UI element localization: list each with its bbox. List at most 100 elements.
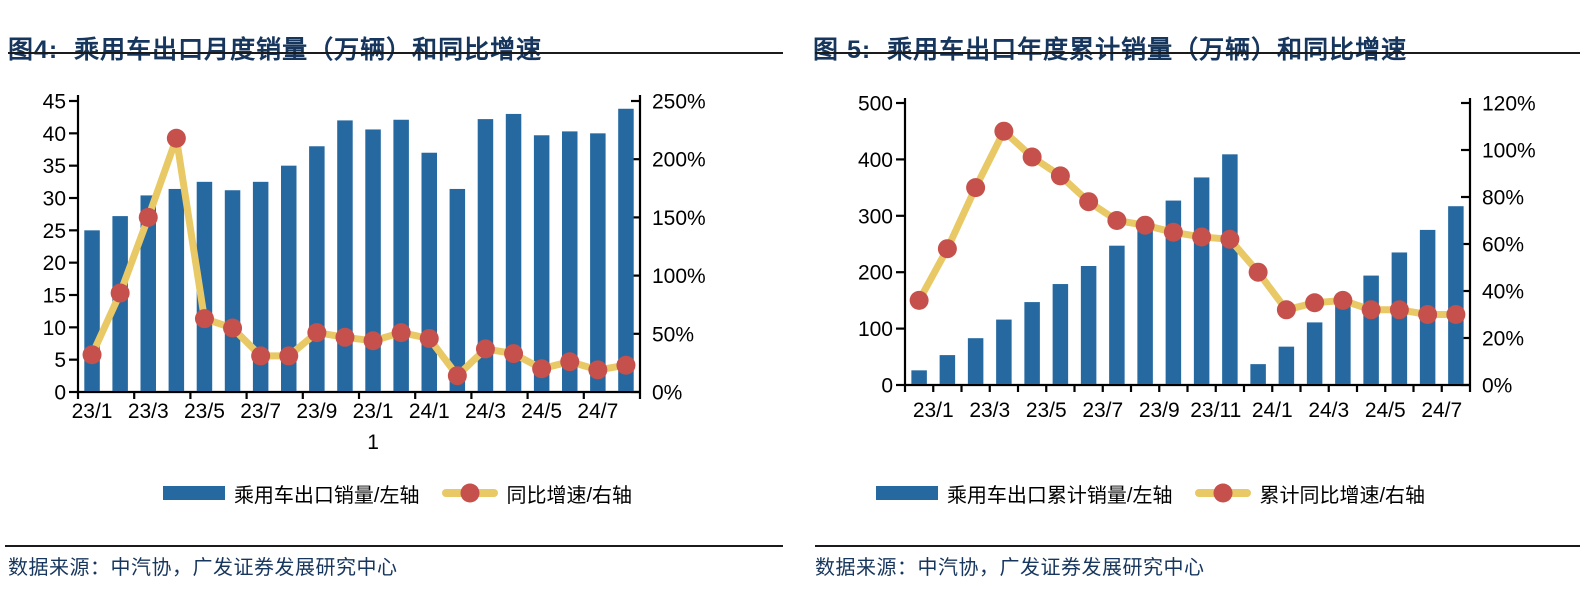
left-axis-tick-label: 0 xyxy=(881,375,893,398)
bar xyxy=(1024,302,1040,384)
bar xyxy=(309,146,325,391)
line-marker xyxy=(616,355,636,375)
right-axis-tick-label: 200% xyxy=(652,149,706,172)
x-axis-label: 23/11 xyxy=(1190,399,1241,422)
left-axis-tick-label: 40 xyxy=(43,123,66,146)
line-marker xyxy=(391,323,411,343)
left-axis-tick-label: 10 xyxy=(43,317,66,340)
figure-4-bottom-rule xyxy=(5,545,783,547)
bar xyxy=(477,119,494,392)
left-axis-tick-label: 15 xyxy=(43,285,66,308)
figure-4-legend: 乘用车出口销量/左轴 同比增速/右轴 xyxy=(0,480,795,507)
line-marker xyxy=(994,121,1014,141)
right-axis-tick-label: 20% xyxy=(1482,328,1524,351)
left-axis-tick-label: 20 xyxy=(43,252,66,275)
line-marker xyxy=(279,346,299,366)
bar xyxy=(996,319,1012,384)
figure-4-title-rule xyxy=(8,52,783,54)
line-marker xyxy=(194,309,214,329)
line-marker xyxy=(138,207,158,227)
right-axis-tick-label: 40% xyxy=(1482,281,1524,304)
bar xyxy=(1363,275,1379,384)
x-axis-label: 24/3 xyxy=(465,400,506,423)
bar xyxy=(1335,301,1351,384)
bar xyxy=(967,338,984,384)
figure-5-title-rule xyxy=(815,52,1580,54)
left-axis-tick-label: 25 xyxy=(43,220,66,243)
bar-legend-swatch xyxy=(875,486,938,500)
bar xyxy=(562,131,578,392)
left-axis-tick-label: 100 xyxy=(858,318,893,341)
line-legend-label: 同比增速/右轴 xyxy=(506,484,633,507)
bar xyxy=(1448,206,1464,384)
bar-legend-swatch xyxy=(162,486,225,500)
left-axis-tick-label: 200 xyxy=(858,262,893,285)
figure-5-panel: 图 5: 乘用车出口年度累计销量（万辆）和同比增速 0 100 200 300 400 5… xyxy=(795,0,1590,595)
bar xyxy=(1250,364,1266,384)
figure-4-source: 数据来源：中汽协，广发证券发展研究中心 xyxy=(8,557,398,579)
line-marker xyxy=(1050,166,1070,186)
line-marker xyxy=(588,360,608,380)
bar xyxy=(365,129,381,391)
left-axis-tick-label: 30 xyxy=(43,188,66,211)
bar xyxy=(1109,245,1125,384)
left-axis-tick-label: 45 xyxy=(43,91,66,114)
line-marker xyxy=(1135,215,1155,235)
line-marker xyxy=(1163,222,1183,242)
line-marker xyxy=(1022,147,1042,167)
line-marker xyxy=(1107,211,1127,230)
figure-4-title: 图4: 乘用车出口月度销量（万辆）和同比增速 xyxy=(8,35,543,64)
left-axis-tick-label: 5 xyxy=(54,349,66,372)
x-axis-label: 23/1 xyxy=(353,400,394,423)
line-marker xyxy=(1220,229,1240,249)
line-legend-swatch xyxy=(441,483,498,503)
bar xyxy=(84,230,100,391)
line-marker xyxy=(1389,300,1409,320)
line-marker xyxy=(1192,227,1212,247)
line-marker xyxy=(966,178,986,198)
figure-5-bottom-rule xyxy=(815,545,1580,547)
bar xyxy=(1193,177,1210,384)
line-marker xyxy=(251,346,271,366)
bar xyxy=(1306,322,1323,384)
line-marker xyxy=(1305,293,1325,313)
left-axis-tick-label: 500 xyxy=(858,93,893,116)
bar xyxy=(140,195,156,391)
bar xyxy=(533,135,550,391)
bar xyxy=(505,113,522,391)
line-marker xyxy=(166,128,186,148)
bar-legend-label: 乘用车出口销量/左轴 xyxy=(233,484,420,507)
figure-5-legend: 乘用车出口累计销量/左轴 累计同比增速/右轴 xyxy=(753,480,1548,507)
bar xyxy=(1052,284,1069,384)
bar xyxy=(1165,200,1182,384)
figure-5-title: 图 5: 乘用车出口年度累计销量（万辆）和同比增速 xyxy=(813,35,1408,64)
line-marker xyxy=(307,323,327,343)
bar-legend-label: 乘用车出口累计销量/左轴 xyxy=(946,484,1173,507)
x-axis-label: 24/7 xyxy=(1421,399,1462,422)
line-marker xyxy=(475,339,495,359)
bar xyxy=(449,188,466,391)
x-axis-label: 23/1 xyxy=(913,399,954,422)
x-axis-label: 24/5 xyxy=(521,400,562,423)
x-axis-label: 23/7 xyxy=(1082,399,1123,422)
line-marker xyxy=(504,344,524,364)
right-axis-tick-label: 0% xyxy=(652,382,682,405)
line-marker xyxy=(223,318,243,338)
line-marker xyxy=(1276,300,1296,320)
x-axis-label: 23/3 xyxy=(969,399,1010,422)
bar xyxy=(1080,265,1097,384)
bar xyxy=(337,120,353,392)
x-axis-label: 23/9 xyxy=(296,400,337,423)
right-axis-tick-label: 50% xyxy=(652,323,694,346)
bar xyxy=(939,355,956,384)
right-axis-tick-label: 100% xyxy=(1482,140,1536,163)
right-axis-tick-label: 250% xyxy=(652,91,706,114)
right-axis-tick-label: 150% xyxy=(652,207,706,230)
figure-5-chart: 0 100 200 300 400 500 0% 20% 40% 60% 80% 100% 120% 23… xyxy=(858,93,1536,423)
right-axis-tick-label: 120% xyxy=(1482,93,1536,116)
bar xyxy=(911,370,927,384)
line-marker xyxy=(1079,192,1099,212)
left-axis-tick-label: 0 xyxy=(54,382,66,405)
line-legend-label: 累计同比增速/右轴 xyxy=(1259,484,1426,507)
